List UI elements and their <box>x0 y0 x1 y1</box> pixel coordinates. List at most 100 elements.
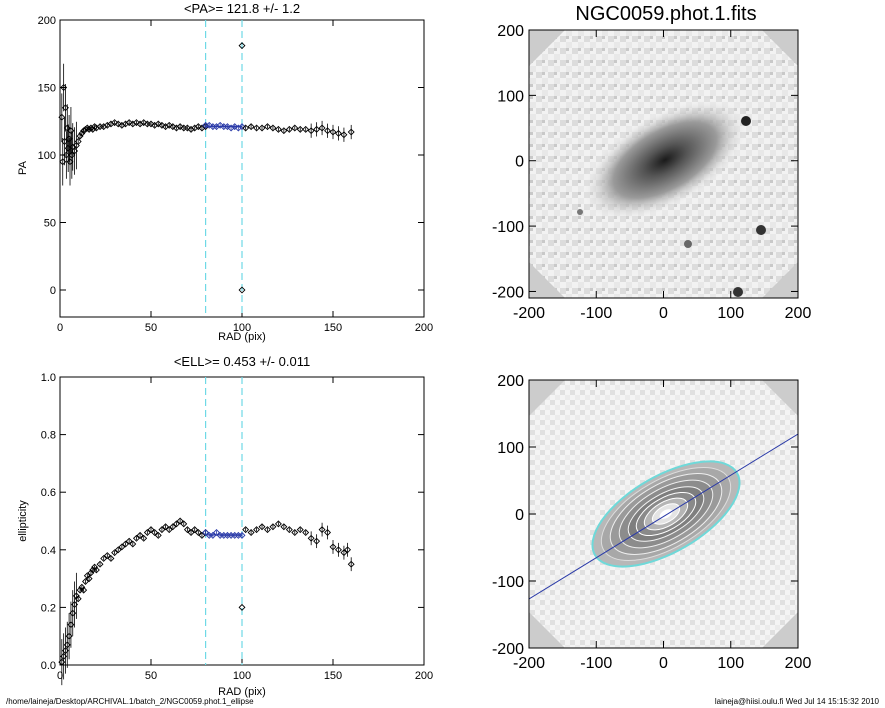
pa-x-tick-label: 200 <box>415 322 433 334</box>
pa-data-point <box>296 125 304 133</box>
ell-data-point <box>213 529 220 536</box>
img1-x-tick-label: -100 <box>580 305 612 322</box>
ell-data-point <box>71 601 79 608</box>
ell-data-point <box>154 531 162 539</box>
img1-y-tick-label: 100 <box>497 88 524 105</box>
ell-data-point <box>89 566 97 574</box>
ell-data-point <box>63 641 71 649</box>
ell-data-point <box>231 531 239 539</box>
ell-data-point <box>80 586 88 594</box>
ell-y-tick-label: 0.4 <box>41 545 56 557</box>
pa-data-point <box>313 125 321 133</box>
img1-x-tick-label: 0 <box>659 305 668 322</box>
ell-data-point <box>129 540 137 548</box>
pa-data-point <box>60 84 68 91</box>
img2-y-tick-label: 200 <box>497 373 524 390</box>
pa-data-point <box>59 158 67 166</box>
ell-data-point <box>238 531 246 539</box>
ell-data-point <box>60 652 68 660</box>
pa-x-tick-label: 50 <box>145 322 157 334</box>
ell-data-point <box>96 560 104 568</box>
pa-data-point <box>302 125 310 133</box>
ell-data-point <box>347 560 355 568</box>
pa-data-point <box>285 125 293 133</box>
img2-x-tick-label: 100 <box>717 655 744 672</box>
pa-data-point <box>74 138 82 145</box>
ell-data-point <box>176 517 184 525</box>
ell-y-tick-label: 0.0 <box>41 660 56 672</box>
ell-data-point <box>125 537 133 545</box>
ell-data-point <box>296 526 304 534</box>
ell-data-point <box>122 540 129 548</box>
ell-data-point <box>158 526 166 534</box>
pa-data-point <box>253 124 261 132</box>
pa-data-point <box>58 113 66 121</box>
pa-chart-title: <PA>= 121.8 +/- 1.2 <box>184 1 300 16</box>
pa-data-point <box>71 147 79 155</box>
pa-data-point <box>78 129 86 137</box>
pa-data-point <box>269 124 277 132</box>
ell-chart-title: <ELL>= 0.453 +/- 0.011 <box>174 354 310 369</box>
pa-data-point <box>247 123 255 131</box>
pa-data-point <box>318 124 326 132</box>
ell-data-point <box>61 647 69 655</box>
galaxy-image-panel: NGC0059.phot.1.fits -200 -100 0 100 200 200 10… <box>492 3 812 322</box>
ell-data-point <box>220 531 228 539</box>
ell-data-point <box>216 531 224 539</box>
pa-y-axis-label: PA <box>17 160 29 175</box>
ell-data-point <box>67 621 75 629</box>
pa-y-tick-label: 0 <box>50 285 56 297</box>
img1-x-tick-label: 200 <box>785 305 812 322</box>
ell-data-point <box>227 531 235 539</box>
ell-data-point <box>223 531 231 539</box>
ell-data-point <box>87 569 95 577</box>
pa-y-tick-label: 150 <box>38 83 56 95</box>
pa-data-point <box>334 129 342 137</box>
ell-data-point <box>234 531 242 539</box>
pa-x-tick-label: 0 <box>57 322 63 334</box>
pa-data-point <box>63 124 71 132</box>
ell-data-point <box>111 549 119 557</box>
pa-data-point <box>307 127 315 135</box>
ell-data-point <box>202 529 210 536</box>
pa-data-point <box>96 123 104 131</box>
pa-data-point <box>65 135 73 143</box>
pa-data-point <box>61 104 69 112</box>
ell-x-tick-label: 200 <box>415 670 433 682</box>
ell-data-point <box>107 554 115 562</box>
star-object <box>756 225 766 235</box>
star-object <box>577 209 583 215</box>
pa-data-point <box>258 124 266 132</box>
ell-data-point <box>183 526 191 534</box>
ell-data-point <box>69 609 77 617</box>
img2-y-tick-label: 0 <box>515 507 524 524</box>
pa-data-point <box>340 131 348 139</box>
ell-data-point <box>100 554 108 562</box>
ell-data-point <box>247 529 255 536</box>
ell-data-point <box>209 531 217 539</box>
ell-data-point <box>205 531 213 539</box>
pa-data-point <box>264 123 271 131</box>
ell-y-axis-label: ellipticity <box>17 500 29 542</box>
ell-outlier-point <box>238 603 246 611</box>
ell-data-point <box>140 534 148 542</box>
ell-data-point <box>269 523 277 531</box>
image-title: NGC0059.phot.1.fits <box>575 3 756 25</box>
star-object <box>684 240 692 248</box>
ell-data-point <box>198 531 206 539</box>
ell-data-point <box>92 566 100 574</box>
ell-y-tick-label: 1.0 <box>41 372 56 384</box>
ell-x-tick-label: 0 <box>57 670 63 682</box>
ell-data-point <box>173 520 180 528</box>
ell-y-tick-label: 0.6 <box>41 487 56 499</box>
ell-data-point <box>91 563 99 571</box>
ell-data-point <box>329 543 337 551</box>
ell-data-point <box>187 529 195 536</box>
img2-y-tick-label: -200 <box>492 641 524 658</box>
ell-data-point <box>318 526 326 534</box>
pa-data-point <box>61 138 69 145</box>
ell-data-point <box>169 523 177 531</box>
pa-data-point <box>209 123 217 131</box>
pa-data-point <box>180 124 188 132</box>
pa-x-tick-label: 100 <box>233 322 251 334</box>
